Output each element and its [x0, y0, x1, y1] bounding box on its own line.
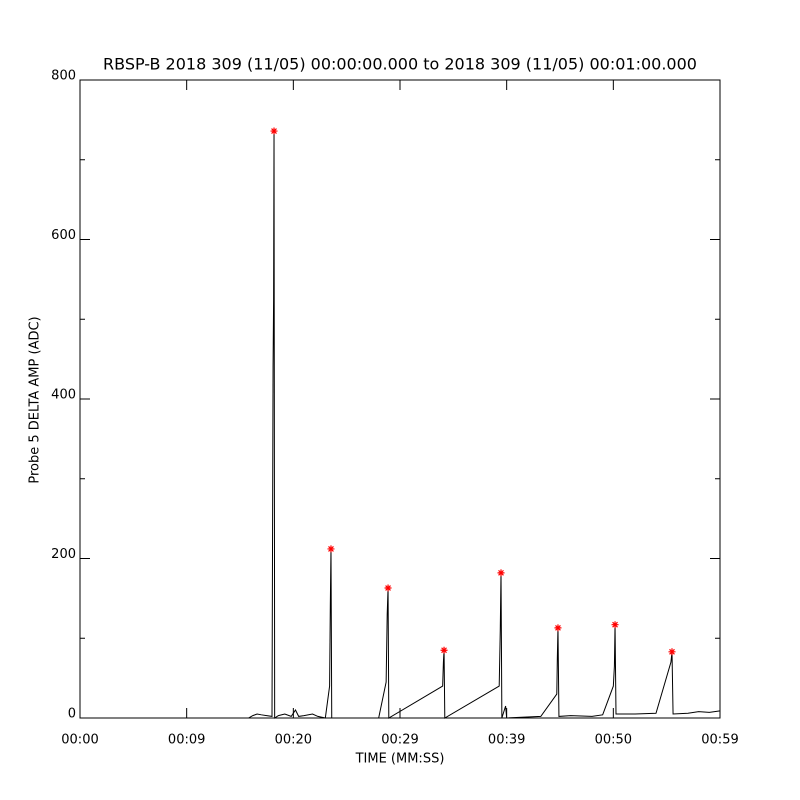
peak-marker [611, 621, 619, 629]
x-tick-label: 00:00 [61, 733, 98, 748]
x-tick-label: 00:59 [701, 733, 738, 748]
y-axis-label: Probe 5 DELTA AMP (ADC) [28, 316, 43, 483]
x-axis-label: TIME (MM:SS) [355, 752, 445, 767]
y-tick-label: 800 [51, 69, 76, 84]
peak-marker [497, 569, 505, 577]
y-tick-label: 600 [51, 228, 76, 243]
peak-marker [440, 646, 448, 654]
x-tick-label: 00:29 [381, 733, 418, 748]
trace-line [80, 131, 721, 719]
peak-marker [668, 648, 676, 656]
peak-marker [270, 127, 278, 135]
peak-marker [327, 545, 335, 553]
y-tick-label: 0 [68, 707, 76, 722]
chart-title: RBSP-B 2018 309 (11/05) 00:00:00.000 to … [103, 55, 697, 74]
x-tick-label: 00:39 [488, 733, 525, 748]
peak-marker [384, 584, 392, 592]
y-tick-label: 200 [51, 547, 76, 562]
x-tick-label: 00:20 [275, 733, 312, 748]
x-tick-label: 00:50 [595, 733, 632, 748]
y-tick-label: 400 [51, 388, 76, 403]
x-tick-label: 00:09 [168, 733, 205, 748]
peak-marker [554, 624, 562, 632]
